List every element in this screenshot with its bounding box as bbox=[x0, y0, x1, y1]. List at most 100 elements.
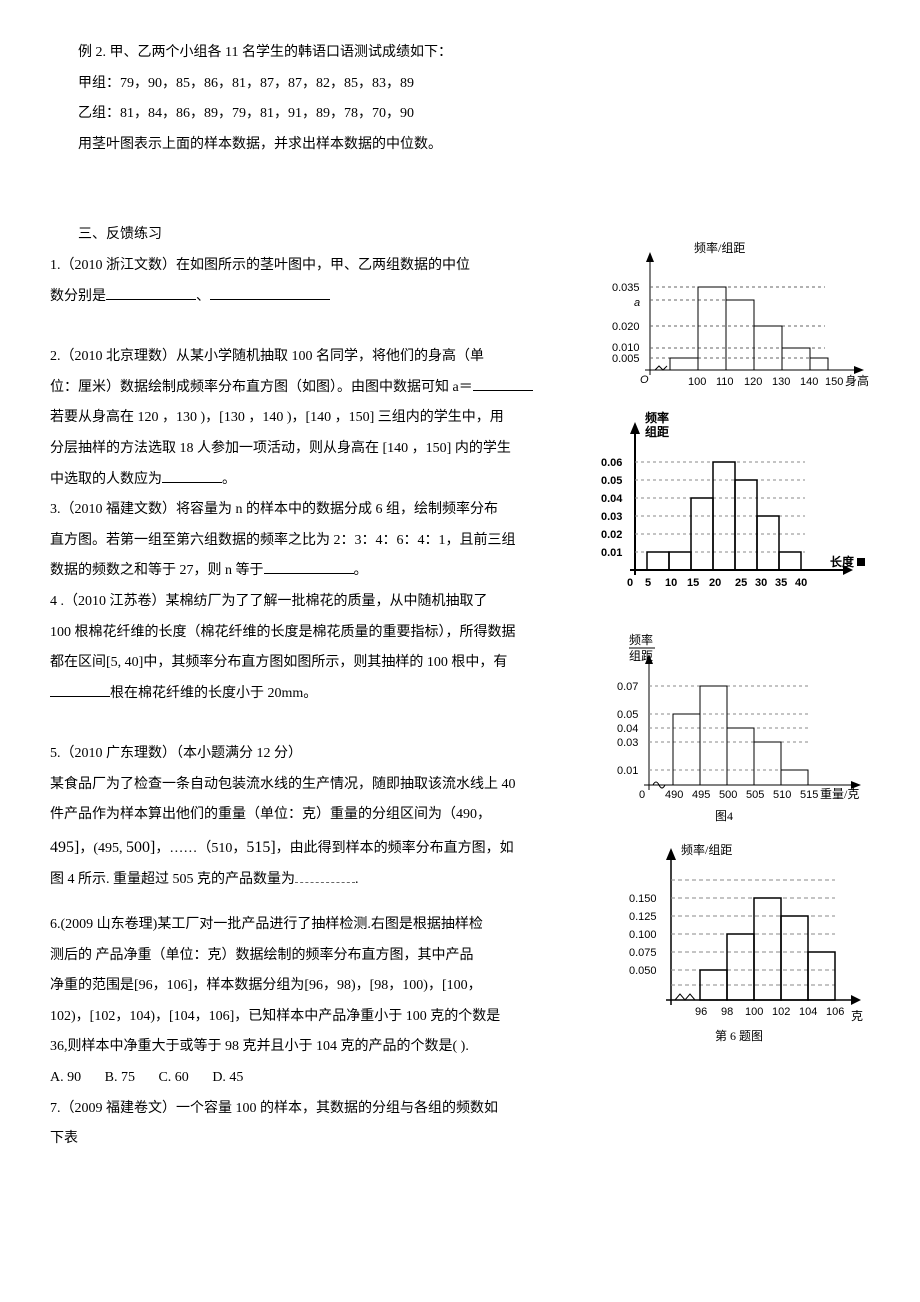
svg-text:35: 35 bbox=[775, 577, 787, 589]
fig4-svg: 频率/组距 0.050 0.075 0.100 0.125 0.150 bbox=[615, 840, 870, 1050]
svg-text:频率: 频率 bbox=[645, 410, 669, 425]
q6-l3: 净重的范围是[96，106]，样本数据分组为[96，98)，[98，100)，[… bbox=[50, 973, 540, 1000]
svg-text:0.150: 0.150 bbox=[629, 893, 657, 905]
q3-l2: 直方图。若第一组至第六组数据的频率之比为 2：3：4：6：4：1，且前三组 bbox=[50, 528, 540, 555]
q5-l4: 图 4 所示. 重量超过 505 克的产品数量为. bbox=[50, 867, 540, 894]
fig1-container: 频率/组距 0.005 0.010 0.020 0.035 a O bbox=[600, 240, 870, 411]
svg-text:100: 100 bbox=[745, 1006, 763, 1018]
svg-text:0.010: 0.010 bbox=[612, 342, 640, 354]
q1-line1: 1.（2010 浙江文数）在如图所示的茎叶图中，甲、乙两组数据的中位 bbox=[50, 253, 540, 280]
svg-text:a: a bbox=[634, 297, 640, 309]
svg-text:0.04: 0.04 bbox=[601, 493, 623, 505]
q2-l5: 中选取的人数应为。 bbox=[50, 467, 540, 494]
example2-task: 用茎叶图表示上面的样本数据，并求出样本数据的中位数。 bbox=[50, 132, 870, 159]
svg-text:102: 102 bbox=[772, 1006, 790, 1018]
q7-l2: 下表 bbox=[50, 1126, 540, 1153]
svg-text:0.020: 0.020 bbox=[612, 321, 640, 333]
svg-text:0: 0 bbox=[627, 577, 633, 589]
q5-l3: 495]，(495, 500]，……（510，515]，由此得到样本的频率分布直… bbox=[50, 833, 540, 863]
svg-text:长度: 长度 bbox=[830, 554, 855, 569]
q2-l2: 位：厘米）数据绘制成频率分布直方图（如图）。由图中数据可知 a＝ bbox=[50, 375, 540, 402]
q3-blank bbox=[264, 559, 354, 574]
svg-text:0.03: 0.03 bbox=[617, 737, 638, 749]
example2-group-a: 甲组：79，90，85，86，81，87，87，82，85，83，89 bbox=[50, 71, 870, 98]
fig3-svg: 频率 组距 0.01 0.03 0.04 0.05 0.07 bbox=[595, 630, 870, 830]
svg-text:5: 5 bbox=[645, 577, 651, 589]
svg-text:频率/组距: 频率/组距 bbox=[681, 842, 732, 857]
svg-text:98: 98 bbox=[721, 1006, 733, 1018]
q6-l1: 6.(2009 山东卷理)某工厂对一批产品进行了抽样检测.右图是根据抽样检 bbox=[50, 912, 540, 939]
fig1-ylabel: 频率/组距 bbox=[694, 240, 745, 255]
q6-l2: 测后的 产品净重（单位：克）数据绘制的频率分布直方图，其中产品 bbox=[50, 943, 540, 970]
fig2-svg: 频率 组距 0.01 0.02 0.03 0.04 0.05 0.06 bbox=[595, 410, 870, 595]
svg-text:490: 490 bbox=[665, 789, 683, 801]
svg-text:110: 110 bbox=[716, 376, 734, 388]
svg-text:频率: 频率 bbox=[629, 632, 653, 647]
fig3-caption: 图4 bbox=[715, 809, 733, 823]
fig4-container: 频率/组距 0.050 0.075 0.100 0.125 0.150 bbox=[615, 840, 870, 1061]
svg-text:96: 96 bbox=[695, 1006, 707, 1018]
svg-text:0.06: 0.06 bbox=[601, 457, 622, 469]
svg-text:10: 10 bbox=[665, 577, 677, 589]
svg-text:0.03: 0.03 bbox=[601, 511, 622, 523]
svg-text:150: 150 bbox=[825, 376, 843, 388]
svg-text:O: O bbox=[640, 374, 649, 386]
q2-blank-b bbox=[162, 468, 222, 483]
q2-l4: 分层抽样的方法选取 18 人参加一项活动，则从身高在 [140 ，150] 内的… bbox=[50, 436, 540, 463]
q6-opt-b: B. 75 bbox=[105, 1065, 135, 1092]
fig1-svg: 频率/组距 0.005 0.010 0.020 0.035 a O bbox=[600, 240, 870, 400]
svg-text:505: 505 bbox=[746, 789, 764, 801]
svg-text:106: 106 bbox=[826, 1006, 844, 1018]
svg-text:组距: 组距 bbox=[645, 424, 669, 439]
q4-l4: 根在棉花纤维的长度小于 20mm。 bbox=[50, 681, 540, 708]
q1-line2: 数分别是、 bbox=[50, 284, 540, 311]
q6-opt-c: C. 60 bbox=[158, 1065, 188, 1092]
fig3-container: 频率 组距 0.01 0.03 0.04 0.05 0.07 bbox=[595, 630, 870, 841]
example2-title: 例 2. 甲、乙两个小组各 11 名学生的韩语口语测试成绩如下： bbox=[50, 40, 870, 67]
q5-l2: 件产品作为样本算出他们的重量（单位：克）重量的分组区间为（490， bbox=[50, 802, 540, 829]
example2-group-b: 乙组：81，84，86，89，79，81，91，89，78，70，90 bbox=[50, 101, 870, 128]
svg-text:0.035: 0.035 bbox=[612, 282, 640, 294]
svg-text:0.01: 0.01 bbox=[617, 765, 638, 777]
svg-text:20: 20 bbox=[709, 577, 721, 589]
svg-text:104: 104 bbox=[799, 1006, 817, 1018]
q2-l3: 若要从身高在 120 ，130 )，[130 ，140 )，[140 ，150]… bbox=[50, 405, 540, 432]
q1-blank1 bbox=[106, 285, 196, 300]
svg-text:0.050: 0.050 bbox=[629, 965, 657, 977]
q6-opt-d: D. 45 bbox=[212, 1065, 243, 1092]
svg-text:0.02: 0.02 bbox=[601, 529, 622, 541]
q6-l5: 36,则样本中净重大于或等于 98 克并且小于 104 克的产品的个数是( ). bbox=[50, 1034, 540, 1061]
q5-blank bbox=[295, 868, 355, 883]
svg-text:130: 130 bbox=[772, 376, 790, 388]
svg-text:140: 140 bbox=[800, 376, 818, 388]
svg-text:40: 40 bbox=[795, 577, 807, 589]
q4-l2: 100 根棉花纤维的长度（棉花纤维的长度是棉花质量的重要指标），所得数据 bbox=[50, 620, 540, 647]
q5-l1: 某食品厂为了检查一条自动包装流水线的生产情况，随即抽取该流水线上 40 bbox=[50, 772, 540, 799]
svg-text:0.01: 0.01 bbox=[601, 547, 622, 559]
q7-l1: 7.（2009 福建卷文）一个容量 100 的样本，其数据的分组与各组的频数如 bbox=[50, 1096, 540, 1123]
svg-text:15: 15 bbox=[687, 577, 699, 589]
q4-l1: 4 .（2010 江苏卷）某棉纺厂为了了解一批棉花的质量，从中随机抽取了 bbox=[50, 589, 540, 616]
svg-text:120: 120 bbox=[744, 376, 762, 388]
fig2-container: 频率 组距 0.01 0.02 0.03 0.04 0.05 0.06 bbox=[595, 410, 870, 606]
svg-text:0.07: 0.07 bbox=[617, 681, 638, 693]
svg-text:0.100: 0.100 bbox=[629, 929, 657, 941]
q1-blank2 bbox=[210, 285, 330, 300]
svg-text:0.125: 0.125 bbox=[629, 911, 657, 923]
svg-text:0: 0 bbox=[639, 789, 645, 801]
svg-text:25: 25 bbox=[735, 577, 747, 589]
svg-text:510: 510 bbox=[773, 789, 791, 801]
svg-text:克: 克 bbox=[851, 1009, 863, 1023]
svg-text:495: 495 bbox=[692, 789, 710, 801]
svg-text:100: 100 bbox=[688, 376, 706, 388]
svg-text:0.005: 0.005 bbox=[612, 353, 640, 365]
svg-text:0.075: 0.075 bbox=[629, 947, 657, 959]
svg-text:0.05: 0.05 bbox=[617, 709, 638, 721]
q5-head: 5.（2010 广东理数）（本小题满分 12 分） bbox=[50, 741, 540, 768]
q6-opt-a: A. 90 bbox=[50, 1065, 81, 1092]
fig4-caption: 第 6 题图 bbox=[715, 1029, 763, 1043]
svg-text:30: 30 bbox=[755, 577, 767, 589]
q3-l1: 3.（2010 福建文数）将容量为 n 的样本中的数据分成 6 组，绘制频率分布 bbox=[50, 497, 540, 524]
svg-text:515: 515 bbox=[800, 789, 818, 801]
q4-l3: 都在区间[5, 40]中，其频率分布直方图如图所示，则其抽样的 100 根中，有 bbox=[50, 650, 540, 677]
